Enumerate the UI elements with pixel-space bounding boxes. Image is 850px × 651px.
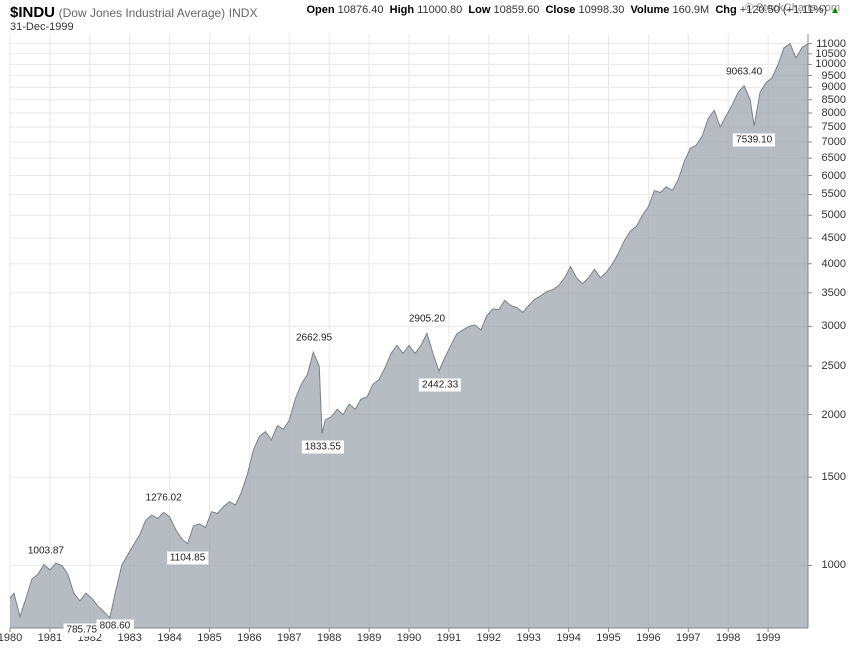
price-annotation: 1003.87 [25,544,67,557]
up-arrow-icon: ▲ [830,5,840,16]
price-annotation: 2442.33 [419,379,461,392]
y-tick-label: 8500 [822,94,846,106]
x-tick-label: 1989 [357,632,381,644]
close-value: 10998.30 [579,4,625,16]
y-tick-label: 7500 [822,121,846,133]
volume-value: 160.9M [673,4,710,16]
x-tick-label: 1984 [157,632,181,644]
open-value: 10876.40 [338,4,384,16]
x-tick-label: 1994 [556,632,580,644]
x-tick-label: 1999 [756,632,780,644]
chg-label: Chg [715,4,736,16]
y-tick-label: 10000 [815,58,846,70]
y-tick-label: 3000 [822,320,846,332]
y-tick-label: 3500 [822,287,846,299]
price-annotation: 2905.20 [406,313,448,326]
x-tick-label: 1983 [117,632,141,644]
x-tick-label: 1991 [437,632,461,644]
x-tick-label: 1988 [317,632,341,644]
price-annotation: 785.75 [63,623,100,636]
chart-date: 31-Dec-1999 [10,21,74,33]
x-tick-label: 1990 [397,632,421,644]
price-annotation: 808.60 [97,619,134,632]
x-tick-label: 1981 [38,632,62,644]
chart-svg [0,34,850,646]
ticker-symbol: $INDU [10,4,55,21]
low-label: Low [468,4,490,16]
low-value: 10859.60 [493,4,539,16]
y-tick-label: 7000 [822,136,846,148]
price-annotation: 9063.40 [723,65,765,78]
x-tick-label: 1997 [676,632,700,644]
y-tick-label: 1000 [822,559,846,571]
y-tick-label: 8000 [822,107,846,119]
volume-label: Volume [631,4,670,16]
y-tick-label: 4500 [822,232,846,244]
ohlc-row: Open 10876.40 High 11000.80 Low 10859.60… [306,4,840,16]
price-annotation: 1104.85 [167,551,208,564]
y-tick-label: 1500 [822,471,846,483]
price-annotation: 1276.02 [143,492,185,505]
price-annotation: 7539.10 [733,133,775,146]
price-annotation: 2662.95 [293,332,335,345]
close-label: Close [545,4,575,16]
date-row: 31-Dec-1999 [10,21,840,33]
y-tick-label: 9000 [822,81,846,93]
y-tick-label: 5500 [822,188,846,200]
y-tick-label: 4000 [822,258,846,270]
chart-header: $INDU (Dow Jones Industrial Average) IND… [10,4,840,34]
x-tick-label: 1987 [277,632,301,644]
ticker-description: (Dow Jones Industrial Average) [59,6,226,20]
index-tag: INDX [229,6,258,20]
high-label: High [390,4,414,16]
open-label: Open [306,4,334,16]
x-tick-label: 1980 [0,632,22,644]
x-tick-label: 1996 [636,632,660,644]
high-value: 11000.80 [417,4,462,16]
x-tick-label: 1993 [516,632,540,644]
chart-container: © StockCharts.com $INDU (Dow Jones Indus… [0,0,850,650]
x-tick-label: 1995 [596,632,620,644]
x-tick-label: 1998 [716,632,740,644]
x-tick-label: 1985 [197,632,221,644]
y-tick-label: 6500 [822,152,846,164]
x-tick-label: 1986 [237,632,261,644]
y-tick-label: 2000 [822,409,846,421]
y-tick-label: 5000 [822,209,846,221]
y-tick-label: 9500 [822,70,846,82]
price-annotation: 1833.55 [302,441,344,454]
chg-value: +120.50 (+1.11%) [740,4,827,16]
x-tick-label: 1992 [477,632,501,644]
y-tick-label: 2500 [822,360,846,372]
title-row: $INDU (Dow Jones Industrial Average) IND… [10,4,840,21]
y-tick-label: 11000 [816,38,846,50]
chart-plot-area: 1000 1500 2000 2500 3000 3500 4000 4500 5000 5500… [0,34,850,646]
y-tick-label: 6000 [822,170,846,182]
